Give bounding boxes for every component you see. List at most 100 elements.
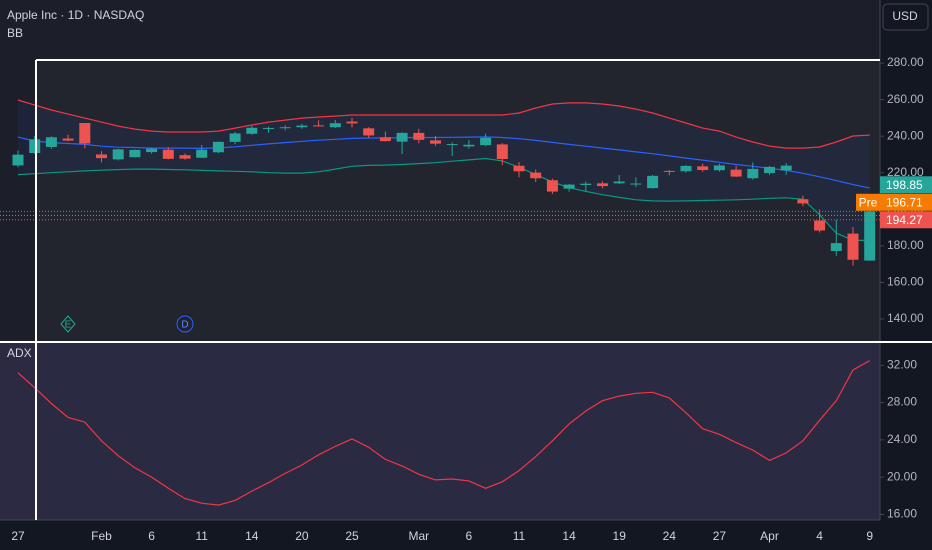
y-tick-label: 16.00 bbox=[887, 507, 917, 521]
candle-body bbox=[864, 211, 876, 261]
x-tick-label: 11 bbox=[513, 529, 526, 543]
indicator-label[interactable]: BB bbox=[7, 26, 23, 40]
candle-body bbox=[196, 149, 208, 158]
candle-body bbox=[814, 220, 826, 231]
bb-line bbox=[17, 99, 870, 149]
x-tick-label: 27 bbox=[713, 529, 727, 543]
x-tick-label: 27 bbox=[11, 529, 25, 543]
candle-body bbox=[847, 233, 859, 260]
candle-body bbox=[129, 149, 141, 158]
price-label: 196.71 bbox=[886, 195, 923, 209]
event-marker[interactable]: D bbox=[176, 315, 194, 333]
candle-body bbox=[246, 127, 258, 134]
currency-button[interactable] bbox=[882, 3, 929, 31]
candle-body bbox=[179, 155, 191, 159]
x-tick-label: 24 bbox=[663, 529, 677, 543]
price-axis bbox=[880, 0, 932, 550]
y-tick-label: 32.00 bbox=[887, 357, 917, 371]
candle-body bbox=[396, 132, 408, 142]
x-tick-label: 11 bbox=[195, 529, 208, 543]
candle-body bbox=[713, 165, 725, 171]
candle-body bbox=[480, 137, 492, 146]
event-marker[interactable]: E bbox=[60, 315, 76, 333]
x-tick-label: 14 bbox=[562, 529, 576, 543]
candle-body bbox=[96, 154, 107, 159]
candle-body bbox=[530, 172, 542, 179]
candle-body bbox=[430, 140, 441, 144]
candle-body bbox=[162, 149, 174, 159]
price-label-box bbox=[880, 193, 932, 211]
x-tick-label: 20 bbox=[295, 529, 309, 543]
symbol-title: Apple Inc · 1D · NASDAQ bbox=[7, 8, 144, 22]
candle-body bbox=[780, 165, 792, 171]
event-marker-label[interactable]: E bbox=[65, 320, 72, 331]
candle-body bbox=[663, 170, 675, 172]
candle-body bbox=[379, 137, 391, 142]
candle-body bbox=[212, 141, 224, 153]
y-tick-label: 20.00 bbox=[887, 469, 917, 483]
y-tick-label: 28.00 bbox=[887, 395, 917, 409]
candle-body bbox=[764, 166, 775, 174]
candle-body bbox=[563, 184, 575, 189]
candle-body bbox=[830, 243, 842, 251]
x-tick-label: 6 bbox=[148, 529, 155, 543]
candle-body bbox=[513, 165, 525, 172]
candle-body bbox=[630, 183, 642, 185]
price-label: 194.27 bbox=[886, 213, 923, 227]
x-tick-label: Apr bbox=[760, 529, 779, 543]
candle-body bbox=[613, 181, 625, 184]
candle-body bbox=[329, 123, 341, 128]
x-tick-label: 14 bbox=[245, 529, 259, 543]
price-label-box bbox=[880, 176, 932, 194]
candle-body bbox=[363, 128, 375, 136]
event-marker-label[interactable]: D bbox=[181, 320, 188, 331]
price-label-tag bbox=[856, 193, 880, 211]
bb-line bbox=[17, 136, 870, 189]
y-tick-label: 140.00 bbox=[887, 311, 924, 325]
bb-line bbox=[17, 157, 870, 241]
candle-body bbox=[730, 169, 742, 177]
y-tick-label: 160.00 bbox=[887, 275, 924, 289]
candle-body bbox=[496, 144, 508, 160]
adx-label[interactable]: ADX bbox=[7, 346, 32, 360]
x-tick-label: 6 bbox=[466, 529, 473, 543]
candle-body bbox=[446, 144, 458, 146]
y-tick-label: 220.00 bbox=[887, 165, 924, 179]
x-tick-label: 9 bbox=[866, 529, 873, 543]
adx-line bbox=[17, 360, 870, 506]
plot-layer bbox=[0, 99, 880, 506]
candle-body bbox=[263, 127, 274, 129]
candle-body bbox=[546, 180, 558, 192]
candle-body bbox=[45, 137, 57, 147]
candle-body bbox=[313, 125, 325, 127]
x-tick-label: 4 bbox=[816, 529, 823, 543]
candle-body bbox=[697, 166, 709, 170]
price-label: 198.85 bbox=[886, 178, 923, 192]
candle-body bbox=[413, 132, 425, 140]
candle-body bbox=[12, 154, 24, 166]
candle-body bbox=[296, 125, 308, 128]
y-tick-label: 280.00 bbox=[887, 55, 924, 69]
selection-area bbox=[36, 60, 880, 342]
adx-selection-area bbox=[36, 342, 880, 520]
y-tick-label: 260.00 bbox=[887, 92, 924, 106]
candle-body bbox=[463, 144, 475, 147]
price-label-box bbox=[880, 211, 932, 229]
price-label-name: Pre bbox=[859, 195, 878, 209]
candle-body bbox=[62, 138, 74, 141]
candle-body bbox=[597, 183, 608, 187]
candle-body bbox=[29, 139, 41, 153]
candle-body bbox=[146, 148, 158, 153]
candle-body bbox=[580, 183, 592, 185]
candle-body bbox=[346, 121, 358, 124]
y-tick-label: 24.00 bbox=[887, 432, 917, 446]
candle-body bbox=[647, 175, 659, 189]
candle-body bbox=[797, 199, 809, 204]
currency-label[interactable]: USD bbox=[892, 9, 918, 23]
candle-body bbox=[79, 123, 91, 144]
candle-body bbox=[279, 127, 291, 129]
candle-body bbox=[680, 165, 692, 172]
x-tick-label: Feb bbox=[91, 529, 112, 543]
